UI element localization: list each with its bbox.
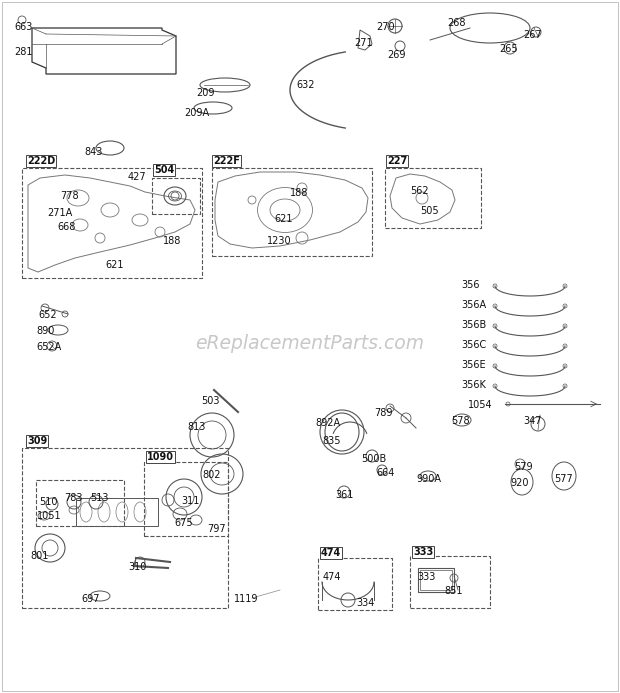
Text: 697: 697 [81, 594, 99, 604]
Text: 222D: 222D [27, 156, 55, 166]
Text: 1230: 1230 [267, 236, 291, 246]
Text: 265: 265 [499, 44, 518, 54]
Text: 427: 427 [128, 172, 146, 182]
Text: 664: 664 [376, 468, 394, 478]
Text: 361: 361 [335, 490, 353, 500]
Text: 920: 920 [510, 478, 528, 488]
Bar [212, 168, 372, 256]
Text: 356C: 356C [461, 340, 486, 350]
Text: 513: 513 [90, 493, 108, 503]
Text: 347: 347 [523, 416, 541, 426]
Text: 356B: 356B [461, 320, 486, 330]
Bar [418, 568, 454, 592]
Text: 271: 271 [354, 38, 373, 48]
Text: 356E: 356E [461, 360, 485, 370]
Bar [36, 480, 124, 526]
Text: 1054: 1054 [468, 400, 493, 410]
Text: 474: 474 [323, 572, 342, 582]
Text: 310: 310 [128, 562, 146, 572]
Text: 222F: 222F [213, 156, 240, 166]
Text: 188: 188 [163, 236, 182, 246]
Text: 503: 503 [201, 396, 219, 406]
Text: 268: 268 [447, 18, 466, 28]
Bar [22, 448, 228, 608]
Text: 835: 835 [322, 436, 340, 446]
Text: 577: 577 [554, 474, 573, 484]
Text: 789: 789 [374, 408, 392, 418]
Text: 356A: 356A [461, 300, 486, 310]
Text: eReplacementParts.com: eReplacementParts.com [195, 333, 425, 353]
Text: 510: 510 [39, 497, 58, 507]
Text: 621: 621 [274, 214, 293, 224]
Text: 271A: 271A [47, 208, 73, 218]
Text: 505: 505 [420, 206, 438, 216]
Text: 652: 652 [38, 310, 56, 320]
Text: 309: 309 [27, 436, 47, 446]
Text: 269: 269 [387, 50, 405, 60]
Text: 474: 474 [321, 548, 341, 558]
Bar [385, 168, 481, 228]
Text: 851: 851 [444, 586, 463, 596]
Text: 562: 562 [410, 186, 428, 196]
Text: 267: 267 [523, 30, 542, 40]
Bar [420, 570, 452, 590]
Text: 890: 890 [36, 326, 55, 336]
Text: 333: 333 [417, 572, 435, 582]
Text: 1090: 1090 [147, 452, 174, 462]
Text: 334: 334 [356, 598, 374, 608]
Text: 632: 632 [296, 80, 314, 90]
Text: 652A: 652A [36, 342, 61, 352]
Bar [318, 558, 392, 610]
Bar [152, 178, 200, 214]
Text: 281: 281 [14, 47, 32, 57]
Text: 621: 621 [105, 260, 123, 270]
Text: 209: 209 [196, 88, 215, 98]
Text: 333: 333 [413, 547, 433, 557]
Text: 797: 797 [207, 524, 226, 534]
Text: 778: 778 [60, 191, 79, 201]
Text: 356K: 356K [461, 380, 486, 390]
Text: 663: 663 [14, 22, 32, 32]
Bar [144, 462, 228, 536]
Text: 801: 801 [30, 551, 48, 561]
Text: 1119: 1119 [234, 594, 259, 604]
Text: 843: 843 [84, 147, 102, 157]
Text: 1051: 1051 [37, 511, 61, 521]
Text: 188: 188 [290, 188, 308, 198]
Bar [76, 498, 158, 526]
Bar [410, 556, 490, 608]
Text: 668: 668 [57, 222, 76, 232]
Bar [22, 168, 202, 278]
Text: 578: 578 [451, 416, 469, 426]
Text: 675: 675 [174, 518, 193, 528]
Text: 990A: 990A [416, 474, 441, 484]
Text: 892A: 892A [315, 418, 340, 428]
Text: 813: 813 [187, 422, 205, 432]
Text: 311: 311 [181, 496, 200, 506]
Text: 227: 227 [387, 156, 407, 166]
Text: 579: 579 [514, 462, 533, 472]
Text: 500B: 500B [361, 454, 386, 464]
Text: 270: 270 [376, 22, 394, 32]
Text: 802: 802 [202, 470, 221, 480]
Text: 504: 504 [154, 165, 174, 175]
Text: 209A: 209A [184, 108, 209, 118]
Text: 356: 356 [461, 280, 479, 290]
Text: 783: 783 [64, 493, 82, 503]
